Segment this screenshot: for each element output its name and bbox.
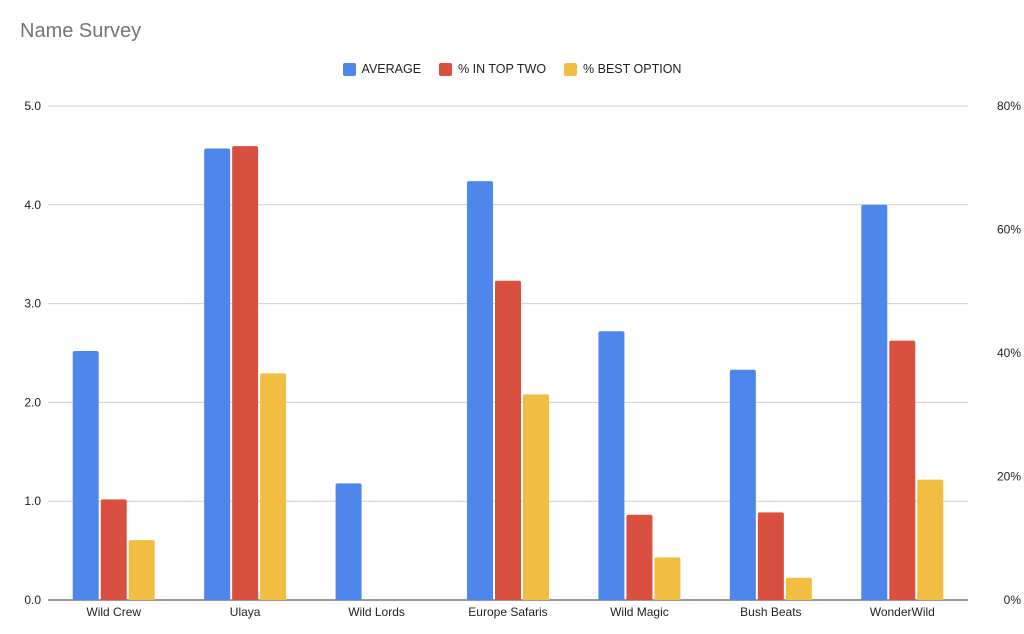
legend-label-best-option: % BEST OPTION xyxy=(583,62,682,76)
bar xyxy=(128,540,155,600)
y2-tick-label: 60% xyxy=(997,223,1021,237)
bar xyxy=(260,373,287,600)
legend-item-best-option: % BEST OPTION xyxy=(564,62,681,76)
bar xyxy=(495,280,521,600)
x-tick-label: Europe Safaris xyxy=(468,605,547,619)
bar xyxy=(100,499,127,600)
bar xyxy=(729,369,756,600)
y2-tick-label: 40% xyxy=(997,346,1021,360)
x-tick-label: Wild Crew xyxy=(86,605,141,619)
bar xyxy=(785,577,812,600)
y-tick-label: 0.0 xyxy=(24,593,41,607)
bar xyxy=(626,514,653,600)
bar xyxy=(467,181,493,600)
bar xyxy=(232,146,259,600)
y-tick-label: 4.0 xyxy=(24,198,41,212)
bar xyxy=(335,483,362,600)
legend-item-average: AVERAGE xyxy=(342,62,422,76)
x-tick-label: Wild Magic xyxy=(610,605,669,619)
bar xyxy=(598,331,625,600)
bar xyxy=(654,557,681,600)
y2-tick-label: 0% xyxy=(1004,593,1022,607)
bar xyxy=(204,148,231,600)
legend-swatch-best-option xyxy=(564,62,578,76)
chart-title: Name Survey xyxy=(20,20,142,42)
legend-label-top-two: % IN TOP TWO xyxy=(458,62,547,76)
legend-item-top-two: % IN TOP TWO xyxy=(439,62,546,76)
legend-swatch-top-two xyxy=(439,62,453,76)
bar xyxy=(523,394,549,600)
x-tick-label: WonderWild xyxy=(870,605,935,619)
x-tick-label: Bush Beats xyxy=(740,605,801,619)
x-tick-label: Ulaya xyxy=(230,605,261,619)
y-tick-label: 1.0 xyxy=(24,494,41,508)
x-tick-label: Wild Lords xyxy=(348,605,405,619)
y2-tick-label: 80% xyxy=(997,99,1021,113)
legend-label-average: AVERAGE xyxy=(361,62,422,76)
bar xyxy=(757,512,784,600)
bar xyxy=(861,204,888,601)
legend: AVERAGE % IN TOP TWO % BEST OPTION xyxy=(0,62,1024,76)
y-tick-label: 5.0 xyxy=(24,99,41,113)
y2-tick-label: 20% xyxy=(997,470,1021,484)
bar xyxy=(917,479,944,600)
y-tick-label: 2.0 xyxy=(24,395,41,409)
legend-swatch-average xyxy=(342,62,356,76)
bar xyxy=(72,351,99,600)
bar xyxy=(889,340,916,600)
y-tick-label: 3.0 xyxy=(24,297,41,311)
